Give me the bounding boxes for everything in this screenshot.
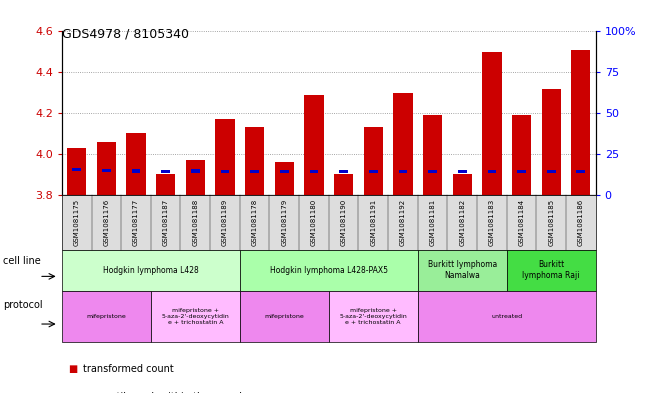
Bar: [423, 115, 442, 195]
Text: GSM1081186: GSM1081186: [578, 198, 584, 246]
Bar: [102, 169, 111, 172]
Text: untreated: untreated: [491, 314, 522, 319]
Bar: [275, 162, 294, 195]
Bar: [161, 170, 170, 173]
Bar: [310, 170, 318, 173]
Text: GSM1081187: GSM1081187: [163, 198, 169, 246]
Text: GSM1081178: GSM1081178: [252, 198, 258, 246]
Bar: [280, 170, 288, 173]
Bar: [571, 50, 590, 195]
Bar: [482, 52, 501, 195]
Bar: [428, 170, 437, 173]
Text: GSM1081182: GSM1081182: [459, 198, 465, 246]
Text: GSM1081175: GSM1081175: [74, 198, 79, 246]
Bar: [186, 160, 205, 195]
Text: ■: ■: [68, 392, 77, 393]
Text: GSM1081189: GSM1081189: [222, 198, 228, 246]
Text: GDS4978 / 8105340: GDS4978 / 8105340: [62, 28, 189, 40]
Text: GSM1081188: GSM1081188: [192, 198, 199, 246]
Bar: [398, 170, 408, 173]
Bar: [221, 170, 229, 173]
Text: GSM1081179: GSM1081179: [281, 198, 287, 246]
Text: Hodgkin lymphoma L428-PAX5: Hodgkin lymphoma L428-PAX5: [270, 266, 388, 275]
Text: mifepristone: mifepristone: [87, 314, 126, 319]
Bar: [250, 170, 259, 173]
Bar: [488, 170, 496, 173]
Bar: [339, 170, 348, 173]
Bar: [393, 93, 413, 195]
Bar: [72, 168, 81, 171]
Text: cell line: cell line: [3, 256, 41, 266]
Text: percentile rank within the sample: percentile rank within the sample: [83, 392, 247, 393]
Text: protocol: protocol: [3, 300, 43, 310]
Bar: [156, 174, 175, 195]
Text: mifepristone +
5-aza-2'-deoxycytidin
e + trichostatin A: mifepristone + 5-aza-2'-deoxycytidin e +…: [339, 308, 407, 325]
Text: GSM1081177: GSM1081177: [133, 198, 139, 246]
Bar: [97, 141, 116, 195]
Text: GSM1081192: GSM1081192: [400, 198, 406, 246]
Bar: [334, 174, 353, 195]
Bar: [517, 170, 526, 173]
Text: Burkitt
lymphoma Raji: Burkitt lymphoma Raji: [523, 261, 580, 280]
Text: ■: ■: [68, 364, 77, 375]
Text: GSM1081185: GSM1081185: [548, 198, 554, 246]
Bar: [369, 170, 378, 173]
Bar: [67, 148, 87, 195]
Text: GSM1081181: GSM1081181: [430, 198, 436, 246]
Bar: [245, 127, 264, 195]
Bar: [304, 95, 324, 195]
Bar: [577, 170, 585, 173]
Text: mifepristone +
5-aza-2'-deoxycytidin
e + trichostatin A: mifepristone + 5-aza-2'-deoxycytidin e +…: [161, 308, 229, 325]
Text: Burkitt lymphoma
Namalwa: Burkitt lymphoma Namalwa: [428, 261, 497, 280]
Text: GSM1081191: GSM1081191: [370, 198, 376, 246]
Bar: [191, 169, 200, 173]
Text: GSM1081176: GSM1081176: [104, 198, 109, 246]
Text: GSM1081184: GSM1081184: [519, 198, 525, 246]
Text: GSM1081183: GSM1081183: [489, 198, 495, 246]
Text: Hodgkin lymphoma L428: Hodgkin lymphoma L428: [103, 266, 199, 275]
Bar: [452, 174, 472, 195]
Bar: [458, 170, 467, 173]
Text: transformed count: transformed count: [83, 364, 173, 375]
Bar: [126, 133, 146, 195]
Bar: [542, 88, 561, 195]
Text: GSM1081190: GSM1081190: [340, 198, 346, 246]
Bar: [512, 115, 531, 195]
Bar: [215, 119, 234, 195]
Text: GSM1081180: GSM1081180: [311, 198, 317, 246]
Bar: [364, 127, 383, 195]
Bar: [547, 170, 555, 173]
Text: mifepristone: mifepristone: [264, 314, 304, 319]
Bar: [132, 169, 141, 173]
